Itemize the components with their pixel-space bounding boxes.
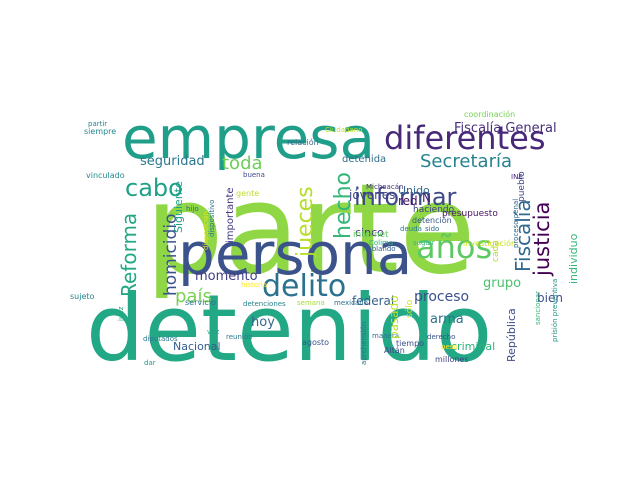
word: empresa [122, 104, 375, 172]
word: bien [537, 291, 563, 305]
word: Colima [369, 239, 393, 247]
word: Secretaría [420, 151, 512, 172]
word: pueblo [517, 171, 527, 202]
word: cabo [125, 174, 183, 202]
word: deuda [400, 225, 422, 233]
word: red [398, 194, 418, 208]
word: vinculado [86, 171, 125, 180]
word: jóvenes [348, 188, 395, 202]
word: federal [352, 294, 394, 308]
word: dar [144, 359, 156, 367]
word: diputados [143, 335, 178, 343]
word: Nacional [173, 340, 221, 353]
word: Fiscalía [511, 199, 535, 272]
word: hecho [331, 172, 356, 239]
word: N [422, 191, 431, 205]
word: agosto [302, 338, 329, 347]
word: tiempo [396, 339, 424, 348]
word: sólo [404, 299, 415, 318]
word: disposición [202, 211, 210, 250]
word: mexicano [334, 299, 368, 307]
word: Siguiente [172, 181, 185, 233]
word: detenciones [243, 300, 286, 308]
word: hijo [186, 205, 199, 213]
word: justicia [530, 202, 554, 277]
word: detenido [86, 275, 492, 382]
word: derecho [427, 333, 455, 341]
word: seguridad [140, 154, 205, 169]
word: sido [425, 225, 439, 233]
word: Altán [384, 346, 405, 355]
word: jueces [293, 186, 318, 258]
word: pasado [387, 295, 401, 339]
word: años [416, 228, 492, 266]
word: buena [243, 171, 265, 179]
word: delito [262, 269, 346, 304]
word: cada [491, 240, 501, 262]
word: homicidio [161, 214, 181, 296]
word: manera [372, 332, 399, 340]
word: criminal [451, 340, 495, 353]
word: siempre [84, 127, 116, 136]
word: diferentes [384, 119, 545, 157]
word: investigación [463, 238, 516, 248]
word: persona [178, 220, 412, 288]
word: sancionar [534, 291, 542, 325]
word: informar [354, 183, 457, 211]
word: historia [241, 281, 267, 289]
word: cinco [355, 226, 384, 239]
word: Fiscalía General [454, 121, 557, 136]
word: dispositivo [208, 200, 216, 237]
word: Reforma [117, 213, 141, 297]
word: INE [511, 173, 523, 181]
word: República [505, 308, 518, 362]
word: aprehensión [360, 322, 368, 365]
word: partir [88, 120, 107, 128]
word: detenida [342, 154, 386, 165]
word: arma [430, 312, 464, 327]
word: vez [207, 328, 219, 336]
word: presupuesto [442, 209, 498, 219]
word: millones [435, 355, 469, 364]
word: individuo [567, 233, 580, 284]
word: proceso [414, 289, 469, 305]
word: país [175, 286, 212, 307]
word: grupo [483, 276, 521, 291]
word: sujeto [70, 292, 95, 301]
word: Ciudadano [325, 126, 362, 134]
word: gente [236, 189, 259, 198]
word: juez [117, 306, 125, 322]
word: parte [145, 158, 476, 302]
word: internet [353, 230, 389, 240]
word: importante [225, 187, 236, 243]
word: momento [195, 269, 258, 284]
word: relación [287, 137, 319, 147]
word: Michoacán [366, 183, 403, 191]
word: coordinación [464, 109, 515, 119]
word: hoy [251, 315, 275, 330]
word: servicio [185, 298, 216, 307]
word: haciendo [413, 205, 455, 215]
word: reunión [226, 333, 253, 341]
word: proceso penal [512, 199, 520, 248]
word: prisión preventiva [551, 279, 559, 342]
word: peso [441, 343, 458, 351]
word: hablando [363, 245, 396, 253]
word: semana [297, 299, 325, 307]
word: detención [412, 215, 452, 225]
word: Unido [398, 184, 430, 197]
word: toda [222, 153, 263, 174]
word: seguir [413, 239, 435, 247]
